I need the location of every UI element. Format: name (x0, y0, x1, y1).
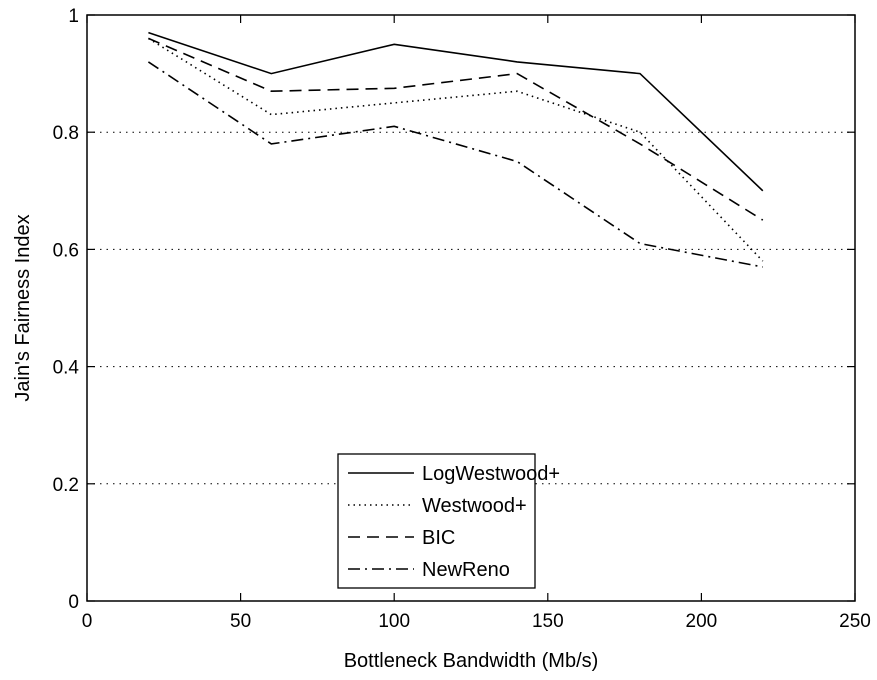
x-tick-label-3: 150 (532, 611, 564, 632)
series-line-westwood- (147, 37, 764, 262)
series-line-newreno (147, 61, 763, 268)
x-tick-label-1: 50 (230, 611, 251, 632)
legend-box (337, 453, 536, 589)
y-tick-label-5: 1 (68, 6, 79, 27)
y-tick-label-2: 0.4 (53, 358, 80, 379)
y-tick-label-1: 0.2 (53, 475, 79, 496)
axis-ticks: 0 50 100 150 200 250 0 0.2 0.4 0.6 0.8 1 (53, 6, 871, 632)
x-tick-label-5: 250 (839, 611, 871, 632)
legend-label-logwestwood-: LogWestwood+ (422, 463, 560, 485)
x-tick-label-2: 100 (378, 611, 410, 632)
legend: LogWestwood+ Westwood+ BIC NewReno (337, 453, 560, 589)
y-tick-label-3: 0.6 (53, 240, 79, 261)
legend-label-westwood-: Westwood+ (422, 495, 527, 517)
plot-area-frame (86, 14, 856, 602)
legend-label-newreno: NewReno (422, 559, 510, 581)
x-tick-label-4: 200 (686, 611, 718, 632)
y-tick-label-4: 0.8 (53, 123, 79, 144)
y-tick-label-0: 0 (68, 592, 79, 613)
x-axis-label: Bottleneck Bandwidth (Mb/s) (344, 650, 599, 672)
legend-label-bic: BIC (422, 527, 455, 549)
x-tick-label-0: 0 (82, 611, 93, 632)
series-line-logwestwood- (148, 31, 764, 192)
series-lines (147, 31, 764, 268)
y-axis-label: Jain's Fairness Index (12, 214, 34, 401)
